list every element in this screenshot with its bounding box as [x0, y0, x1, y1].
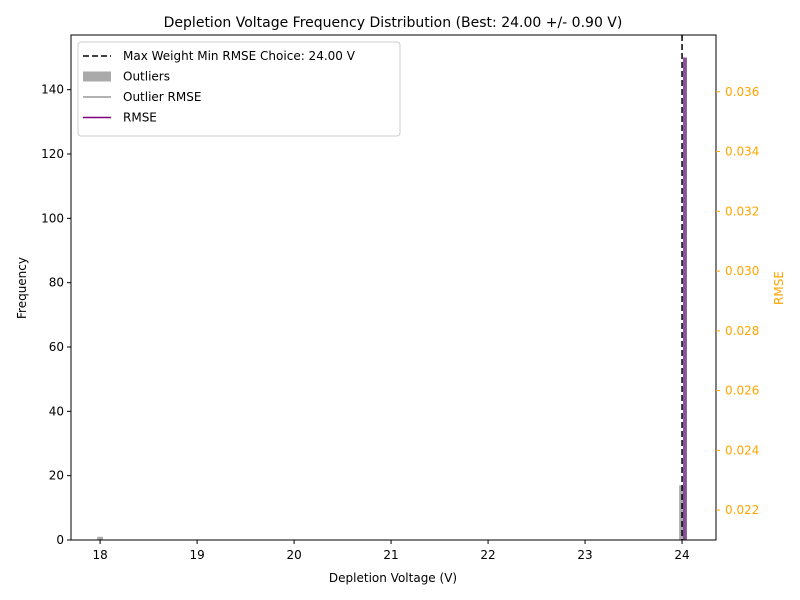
- x-tick-label: 18: [92, 548, 107, 562]
- x-tick-label: 20: [286, 548, 301, 562]
- x-tick-label: 24: [674, 548, 689, 562]
- y-tick-label: 80: [49, 276, 64, 290]
- y-tick-label: 100: [41, 211, 64, 225]
- x-tick-label: 23: [577, 548, 592, 562]
- legend-label-outlier-rmse: Outlier RMSE: [123, 90, 201, 104]
- y-tick-label: 60: [49, 340, 64, 354]
- x-axis-label: Depletion Voltage (V): [329, 571, 457, 585]
- y-axis-right: 0.022 0.024 0.026 0.028 0.030 0.032 0.034 0.036: [716, 85, 759, 517]
- y-tick-label: 120: [41, 147, 64, 161]
- y2-axis-label: RMSE: [772, 271, 786, 305]
- y2-tick-label: 0.024: [725, 443, 759, 457]
- legend-label-max-weight-min-rmse-choice-24-00-v: Max Weight Min RMSE Choice: 24.00 V: [123, 49, 356, 63]
- x-tick-label: 22: [480, 548, 495, 562]
- y-axis-label: Frequency: [15, 257, 29, 319]
- y-axis-left: 0 20 40 60 80 100 120 140: [41, 83, 71, 547]
- y2-tick-label: 0.030: [725, 264, 759, 278]
- legend-label-rmse: RMSE: [123, 111, 157, 125]
- y2-tick-label: 0.036: [725, 85, 759, 99]
- legend-box: [77, 41, 401, 137]
- x-axis: 18 19 20 21 22 23 24: [92, 540, 690, 562]
- y-tick-label: 40: [49, 404, 64, 418]
- y2-tick-label: 0.028: [725, 324, 759, 338]
- y2-tick-label: 0.032: [725, 204, 759, 218]
- x-tick-label: 21: [383, 548, 398, 562]
- y2-tick-label: 0.034: [725, 145, 759, 159]
- bar-rmse: [683, 57, 687, 540]
- x-tick-label: 19: [189, 548, 204, 562]
- y2-tick-label: 0.026: [725, 384, 759, 398]
- chart-title: Depletion Voltage Frequency Distribution…: [164, 15, 623, 31]
- legend-swatch-outliers: [83, 71, 111, 82]
- y-tick-label: 0: [56, 533, 64, 547]
- y-tick-label: 140: [41, 83, 64, 97]
- y-tick-label: 20: [49, 469, 64, 483]
- plot-frame: [70, 34, 717, 541]
- y2-tick-label: 0.022: [725, 503, 759, 517]
- legend-label-outliers: Outliers: [123, 70, 170, 84]
- bar-outliers: [97, 536, 104, 540]
- plot-area: [97, 35, 687, 540]
- legend: Max Weight Min RMSE Choice: 24.00 V Outli…: [77, 41, 401, 137]
